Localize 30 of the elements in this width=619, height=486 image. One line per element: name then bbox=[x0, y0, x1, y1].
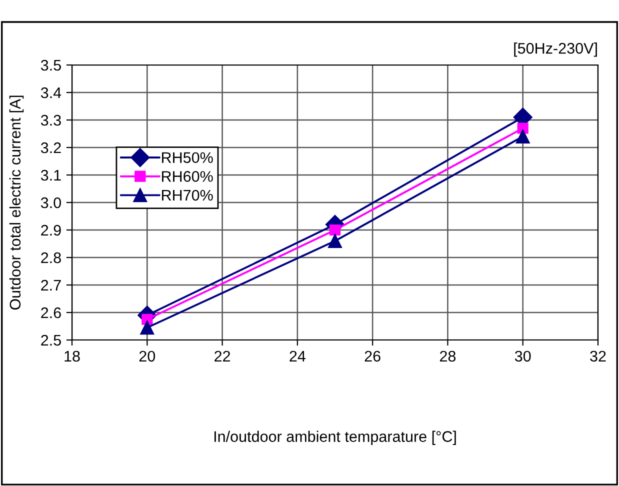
point bbox=[517, 122, 528, 134]
y-tick-label: 2.9 bbox=[41, 224, 61, 236]
legend-label: RH60% bbox=[162, 171, 213, 182]
y-tick-label: 2.7 bbox=[41, 280, 61, 291]
legend-label: RH70% bbox=[162, 190, 213, 201]
y-tick-label: 3.2 bbox=[40, 142, 61, 154]
text: [50Hz-230V] bbox=[514, 42, 597, 57]
x-tick-label: 26 bbox=[364, 350, 380, 362]
x-tick-label: 24 bbox=[290, 350, 306, 362]
y-tick-label: 3.0 bbox=[40, 197, 61, 208]
x-tick-label: 28 bbox=[440, 350, 456, 362]
x-tick-label: 30 bbox=[514, 350, 531, 362]
legend-label: RH50% bbox=[162, 152, 213, 164]
x-tick-label: 22 bbox=[214, 350, 230, 362]
point bbox=[140, 320, 154, 335]
y-tick-label: 2.6 bbox=[41, 307, 61, 318]
x-tick-label: 18 bbox=[64, 350, 80, 362]
y-tick-label: 2.8 bbox=[41, 252, 61, 264]
y-tick-label: 3.1 bbox=[40, 170, 61, 181]
x-axis-title: In/outdoor ambient temparature [°C] bbox=[214, 430, 456, 445]
point bbox=[516, 130, 530, 144]
point bbox=[328, 234, 342, 248]
y-axis-title: Outdoor total electric current [A] bbox=[9, 96, 24, 310]
x-tick-label: 20 bbox=[139, 350, 156, 362]
x-tick-label: 32 bbox=[590, 350, 606, 362]
point bbox=[329, 224, 341, 236]
y-tick-label: 2.5 bbox=[41, 334, 61, 346]
y-tick-label: 3.5 bbox=[40, 60, 61, 71]
y-tick-label: 3.4 bbox=[40, 87, 62, 98]
y-tick-label: 3.3 bbox=[40, 114, 61, 126]
